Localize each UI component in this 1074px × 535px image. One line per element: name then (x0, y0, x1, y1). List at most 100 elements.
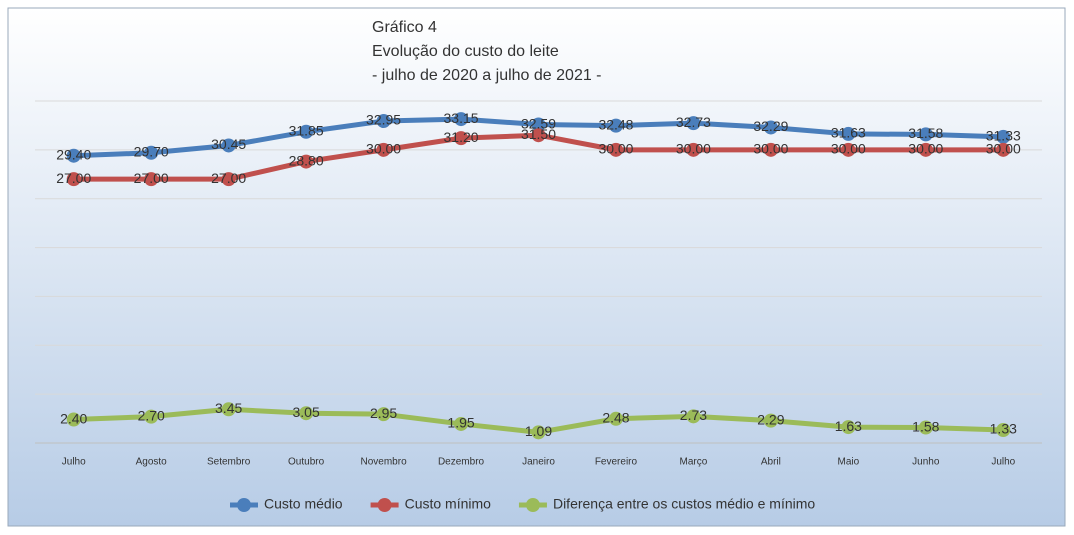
data-point (454, 131, 469, 146)
data-point (144, 145, 159, 160)
data-label: 3.45 (215, 400, 242, 416)
legend-marker (377, 498, 392, 512)
x-tick-label: Dezembro (438, 457, 485, 468)
data-point (918, 127, 933, 142)
data-label: 31.33 (986, 128, 1021, 144)
chart-title: Gráfico 4 (372, 19, 437, 36)
data-point (221, 402, 236, 417)
data-point (841, 420, 856, 435)
data-label: 3.05 (292, 404, 319, 420)
data-point (299, 406, 314, 421)
x-tick-label: Agosto (136, 457, 168, 468)
legend-label: Custo mínimo (405, 496, 492, 512)
data-point (763, 142, 778, 157)
chart-background (7, 7, 1066, 527)
data-label: 30.45 (211, 136, 246, 152)
data-label: 2.95 (370, 405, 397, 421)
data-point (144, 409, 159, 424)
data-label: 28.80 (289, 152, 324, 168)
data-label: 32.29 (753, 118, 788, 134)
data-label: 30.00 (986, 141, 1021, 157)
data-point (376, 407, 391, 422)
data-label: 1.63 (835, 418, 862, 434)
data-label: 31.58 (908, 125, 943, 141)
chart-title: - julho de 2020 a julho de 2021 - (372, 67, 602, 84)
legend-label: Diferença entre os custos médio e mínimo (553, 496, 815, 512)
data-label: 27.00 (134, 170, 169, 186)
data-point (841, 126, 856, 141)
data-label: 1.95 (447, 415, 474, 431)
data-label: 30.00 (598, 141, 633, 157)
data-point (996, 423, 1011, 438)
legend-marker (237, 498, 251, 512)
x-tick-label: Abril (761, 457, 781, 468)
data-point (144, 172, 159, 187)
data-point (996, 142, 1011, 157)
data-point (763, 413, 778, 428)
x-tick-label: Julho (991, 457, 1015, 468)
data-label: 30.00 (366, 141, 401, 157)
data-point (608, 411, 623, 426)
x-tick-label: Março (680, 457, 708, 468)
data-point (299, 154, 314, 169)
legend-label: Custo médio (264, 496, 343, 512)
data-label: 32.95 (366, 112, 401, 128)
data-label: 32.59 (521, 115, 556, 131)
x-tick-label: Janeiro (522, 457, 555, 468)
data-point (918, 420, 933, 435)
data-point (299, 124, 314, 139)
data-label: 29.70 (134, 143, 169, 159)
data-point (376, 114, 391, 129)
data-point (531, 117, 546, 132)
data-point (918, 142, 933, 157)
data-label: 30.00 (908, 141, 943, 157)
data-label: 1.09 (525, 423, 552, 439)
data-label: 27.00 (211, 170, 246, 186)
x-tick-label: Maio (838, 457, 860, 468)
data-point (841, 142, 856, 157)
x-tick-label: Setembro (207, 457, 251, 468)
data-label: 1.58 (912, 418, 939, 434)
data-label: 2.48 (602, 409, 629, 425)
data-label: 2.40 (60, 410, 87, 426)
data-label: 33.15 (444, 110, 479, 126)
data-point (686, 142, 701, 157)
data-point (66, 172, 81, 187)
data-label: 2.73 (680, 407, 707, 423)
data-label: 30.00 (831, 141, 866, 157)
data-point (221, 172, 236, 187)
data-point (686, 116, 701, 131)
data-label: 31.63 (831, 125, 866, 141)
x-tick-label: Julho (62, 457, 86, 468)
chart-title: Evolução do custo do leite (372, 43, 559, 60)
data-label: 32.73 (676, 114, 711, 130)
data-point (531, 128, 546, 143)
x-tick-label: Outubro (288, 457, 325, 468)
data-label: 31.20 (444, 129, 479, 145)
data-label: 29.40 (56, 146, 91, 162)
data-label: 30.00 (753, 141, 788, 157)
x-tick-label: Junho (912, 457, 940, 468)
data-label: 31.85 (289, 122, 324, 138)
data-label: 2.29 (757, 411, 784, 427)
data-label: 32.48 (598, 116, 633, 132)
data-point (376, 142, 391, 157)
data-point (531, 425, 546, 440)
data-point (454, 416, 469, 431)
data-label: 30.00 (676, 141, 711, 157)
data-point (996, 129, 1011, 144)
data-point (763, 120, 778, 135)
x-tick-label: Novembro (361, 457, 408, 468)
data-point (686, 409, 701, 424)
data-point (66, 412, 81, 427)
data-label: 27.00 (56, 170, 91, 186)
x-tick-label: Fevereiro (595, 457, 638, 468)
data-point (454, 112, 469, 127)
legend-marker (525, 498, 540, 512)
data-label: 31.50 (521, 126, 556, 142)
data-point (66, 148, 81, 163)
data-point (221, 138, 236, 153)
data-label: 2.70 (138, 407, 165, 423)
data-point (608, 118, 623, 133)
